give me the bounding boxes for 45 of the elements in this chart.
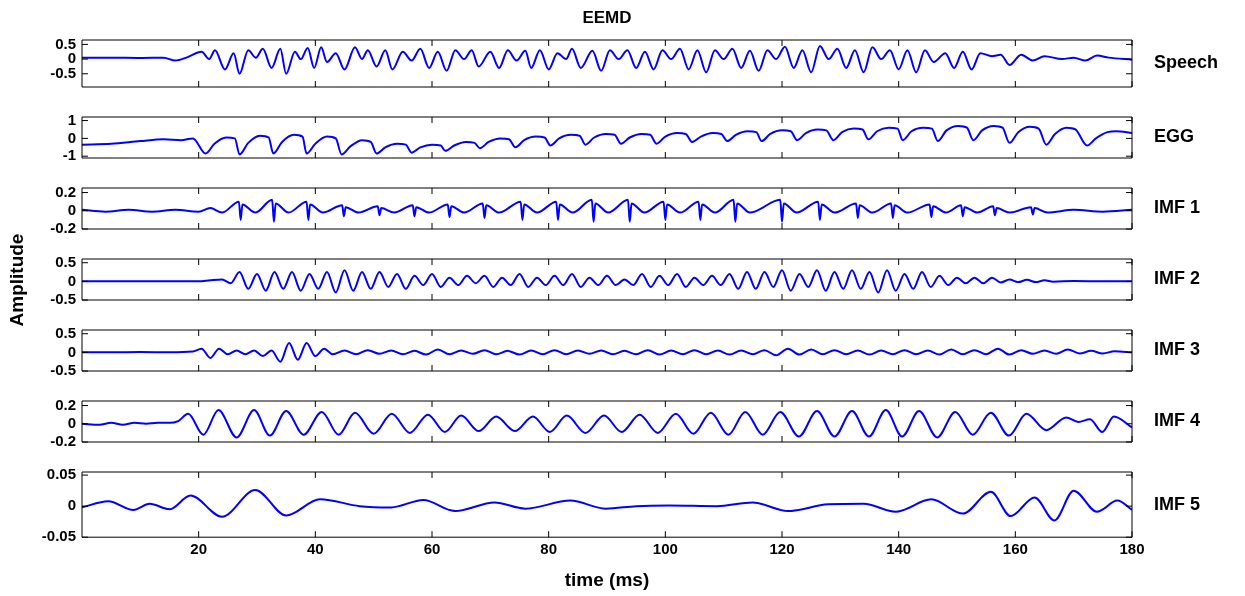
y-tick-label: 0: [67, 342, 76, 360]
x-tick-label: 160: [1002, 540, 1028, 558]
y-tick-label: 0.5: [55, 323, 76, 341]
x-axis-title: time (ms): [564, 568, 650, 590]
y-tick-label: -0.5: [50, 290, 76, 308]
x-tick-label: 140: [886, 540, 912, 558]
y-tick-label: -0.05: [41, 527, 76, 545]
series-label: IMF 2: [1154, 268, 1201, 289]
y-tick-label: 0: [67, 496, 76, 514]
line-series: [82, 269, 1132, 294]
line-series: [82, 44, 1132, 75]
y-tick-label: 0.5: [55, 252, 76, 270]
y-tick-label: 0.5: [55, 34, 76, 52]
chart-title: EEMD: [582, 7, 632, 27]
y-tick-label: 0: [67, 271, 76, 289]
series-label: IMF 5: [1154, 493, 1201, 514]
series-label: IMF 4: [1154, 410, 1201, 431]
y-tick-label: 0.2: [55, 182, 76, 200]
series-label: Speech: [1154, 52, 1219, 73]
x-tick-label: 180: [1119, 540, 1145, 558]
series-label: EGG: [1154, 126, 1195, 147]
y-tick-label: 0: [67, 200, 76, 218]
x-tick-label: 20: [190, 540, 208, 558]
y-tick-label: 0.2: [55, 395, 76, 413]
x-tick-label: 40: [306, 540, 324, 558]
x-tick-label: 80: [540, 540, 558, 558]
line-series: [82, 342, 1132, 363]
y-tick-label: 0: [67, 413, 76, 431]
x-tick-label: 100: [652, 540, 678, 558]
x-tick-label: 60: [423, 540, 441, 558]
x-tick-label: 120: [769, 540, 795, 558]
y-tick-label: 1: [67, 110, 76, 128]
y-tick-label: -1: [62, 146, 76, 164]
line-series: [82, 489, 1132, 522]
line-series: [82, 124, 1132, 156]
y-axis-title: Amplitude: [6, 233, 28, 326]
series-label: IMF 3: [1154, 339, 1201, 360]
y-tick-label: -0.2: [50, 219, 76, 237]
line-series: [82, 198, 1132, 223]
line-series: [82, 409, 1132, 439]
y-tick-label: -0.2: [50, 432, 76, 450]
y-tick-label: -0.5: [50, 361, 76, 379]
y-tick-label: 0: [67, 128, 76, 146]
y-tick-label: 0.05: [46, 465, 76, 483]
series-label: IMF 1: [1154, 197, 1201, 218]
